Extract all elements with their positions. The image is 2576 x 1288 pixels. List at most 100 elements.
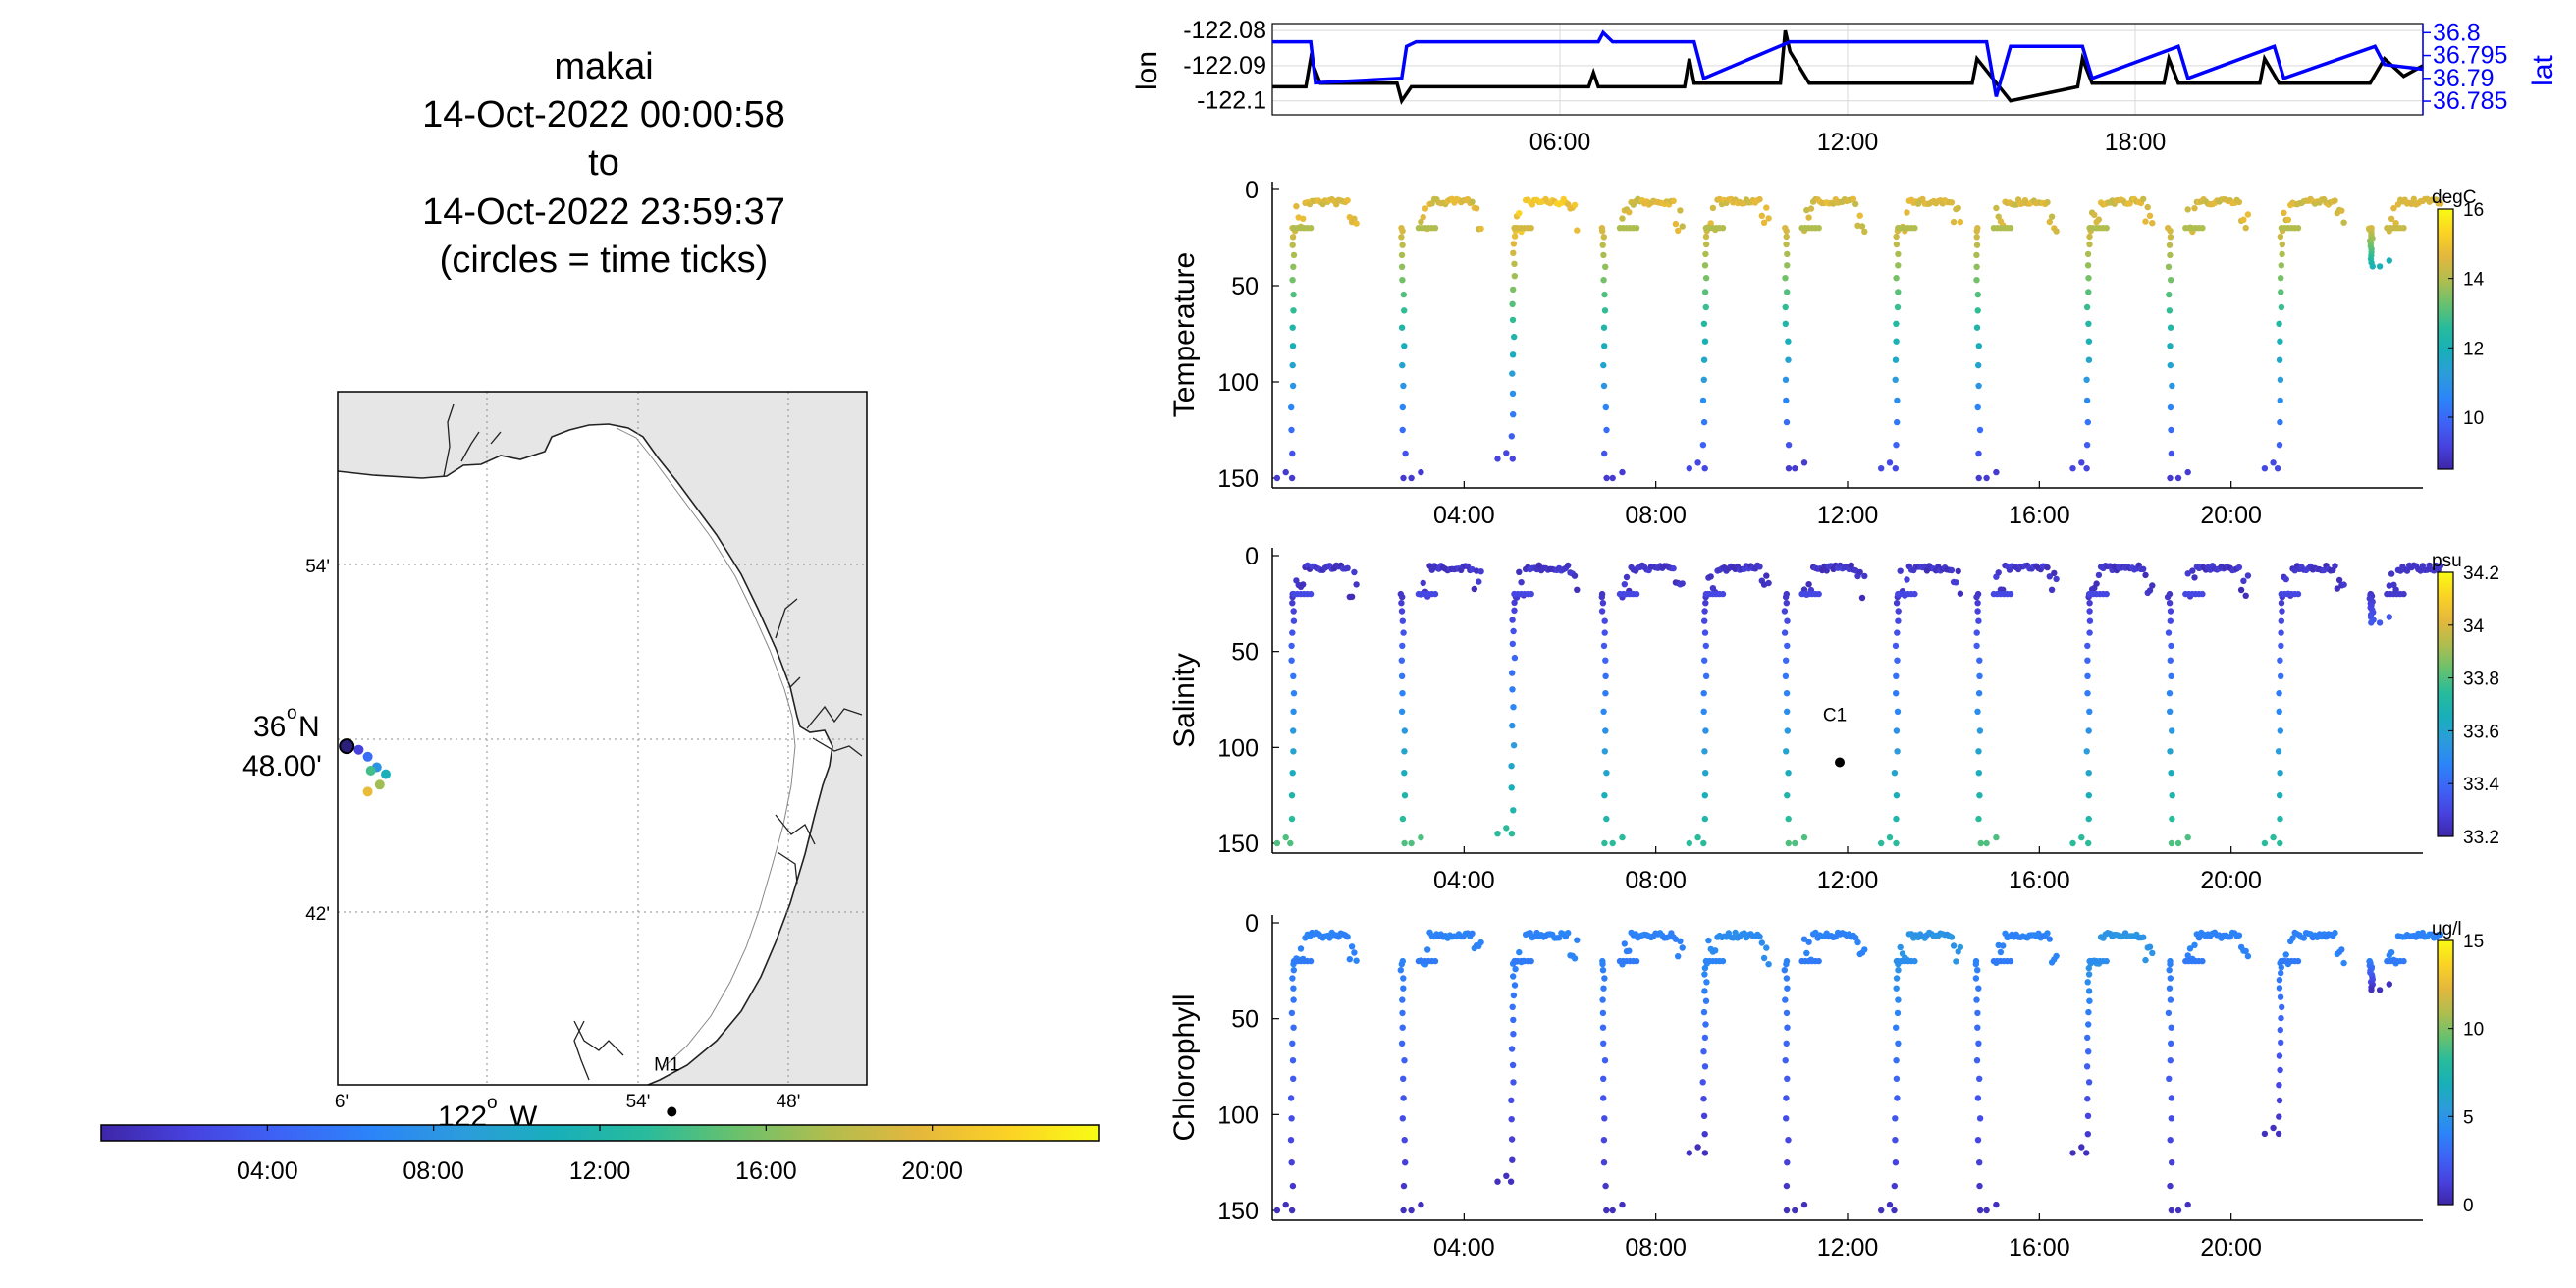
data-point [1700, 1048, 1707, 1055]
data-point [1957, 943, 1964, 951]
data-point [2167, 403, 2174, 411]
data-point [1600, 1095, 1607, 1101]
data-point [1975, 1040, 1982, 1047]
map-frame [337, 391, 868, 1086]
data-point [2000, 942, 2007, 949]
colorbar-frame [2437, 571, 2454, 837]
data-point [1599, 600, 1607, 607]
data-point [1510, 742, 1518, 749]
data-point [1621, 940, 1629, 947]
data-point [2053, 575, 2060, 583]
data-point [2078, 1144, 2085, 1151]
data-point [1574, 227, 1581, 234]
data-point [2167, 657, 2174, 664]
data-point [1800, 833, 1808, 841]
data-point [1974, 1137, 1982, 1144]
data-point [2410, 195, 2417, 202]
data-point [2376, 987, 2384, 993]
data-point [1850, 195, 1857, 202]
data-point [1599, 242, 1606, 248]
data-point [2069, 465, 2076, 472]
data-point [1398, 657, 1406, 664]
data-point [1509, 1061, 1517, 1069]
data-point [2167, 228, 2174, 235]
data-point [1601, 748, 1609, 755]
data-point [1904, 209, 1910, 216]
data-point [1507, 1178, 1515, 1185]
data-point [1756, 195, 1763, 203]
data-point [1972, 975, 1980, 982]
data-point [1784, 985, 1791, 992]
data-point [1273, 1207, 1281, 1214]
data-point [2261, 1130, 2269, 1138]
data-point [1950, 218, 1958, 226]
data-point [1516, 568, 1523, 575]
map-lon-tick-6: 6' [335, 1092, 349, 1112]
data-point [2235, 932, 2243, 939]
track-point [353, 744, 364, 755]
data-point [1701, 792, 1709, 799]
x-tick-label: 08:00 [1625, 502, 1687, 529]
data-point [2386, 981, 2392, 988]
data-point [2340, 219, 2347, 226]
data-point [2085, 988, 2093, 994]
data-point [1418, 218, 1424, 226]
data-point [1895, 289, 1902, 295]
data-point [1603, 1207, 1610, 1214]
data-point [1783, 975, 1791, 982]
title-line-3: to [588, 142, 619, 184]
y-tick-label: 0 [1245, 543, 1259, 570]
data-point [1894, 303, 1902, 311]
data-point [2168, 450, 2175, 457]
data-point [2083, 442, 2091, 449]
data-point [1307, 225, 1315, 232]
data-point [1400, 291, 1408, 298]
data-point [2270, 1124, 2277, 1132]
data-point [2184, 468, 2191, 476]
data-point [1603, 815, 1610, 823]
data-point [1861, 572, 1868, 580]
data-point [1702, 600, 1709, 607]
data-point [2069, 1150, 2076, 1156]
data-point [1626, 209, 1633, 216]
data-point [1805, 214, 1812, 221]
data-point [2085, 792, 2092, 799]
data-point [2240, 216, 2247, 223]
data-point [1297, 945, 1305, 952]
data-point [2142, 218, 2149, 225]
data-point [1353, 957, 1360, 964]
data-point [2276, 320, 2282, 327]
data-point [2165, 629, 2173, 636]
colorbar-tick-label: 12 [2463, 339, 2484, 359]
time-colorbar-ticks: 04:00 08:00 12:00 16:00 20:00 [237, 1125, 963, 1185]
data-point [1288, 657, 1295, 664]
data-point [2166, 985, 2174, 992]
data-point [1401, 307, 1408, 314]
data-point [1273, 474, 1281, 482]
time-colorbar-tick-label: 12:00 [569, 1157, 631, 1185]
data-point [1288, 1159, 1295, 1166]
y-tick-label: 0 [1245, 910, 1259, 938]
data-point [1571, 572, 1579, 579]
data-point [2085, 1008, 2092, 1016]
data-point [2083, 748, 2090, 755]
data-point [2046, 573, 2053, 580]
data-point [1400, 975, 1407, 982]
data-point [1976, 1207, 1984, 1214]
data-point [1571, 955, 1579, 962]
data-point [2276, 985, 2283, 992]
data-point [2167, 251, 2174, 259]
data-point [1510, 807, 1517, 814]
data-point [2166, 307, 2174, 314]
data-point [1973, 642, 1980, 650]
lat-axis-label: lat [2527, 54, 2559, 85]
data-point [1609, 1207, 1616, 1214]
data-point [1503, 450, 1510, 456]
data-point [1783, 1040, 1790, 1047]
data-point [1599, 1024, 1607, 1031]
data-point [2276, 1097, 2283, 1104]
data-point [1508, 831, 1516, 837]
data-point [1399, 1009, 1406, 1017]
data-point [1344, 934, 1351, 940]
